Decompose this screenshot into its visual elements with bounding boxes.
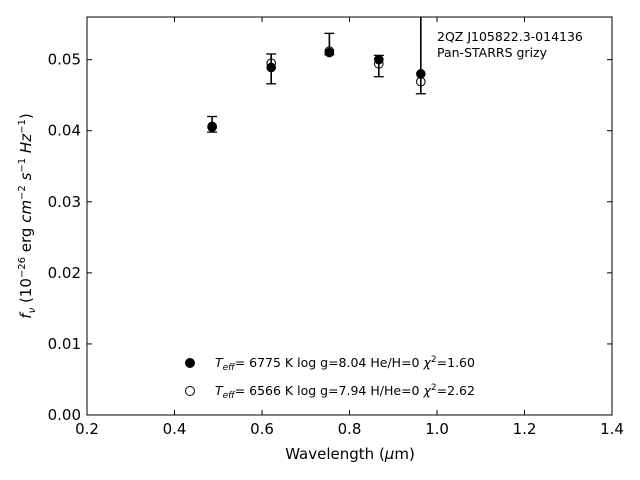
plot-background [87,17,612,415]
y-tick-label: 0.05 [48,51,81,69]
data-layer [207,17,426,133]
point-filled [416,69,426,79]
legend-label-filled: Teff= 6775 K log g=8.04 He/H=0 χ2=1.60 [215,355,475,373]
x-tick-label: 1.4 [600,420,624,438]
point-open [324,46,335,56]
legend-label-open: Teff= 6566 K log g=7.94 H/He=0 χ2=2.62 [215,383,475,401]
legend-marker-open [185,386,195,396]
x-axis-title: Wavelength (μm) [285,445,415,463]
x-tick-label: 1.0 [425,420,449,438]
annotation-survey-name: Pan-STARRS grizy [437,45,548,60]
x-tick-label: 0.2 [75,420,99,438]
y-tick-label: 0.03 [48,193,81,211]
plot-frame [86,16,613,416]
x-tick-label: 0.4 [163,420,187,438]
y-tick-label: 0.04 [48,122,81,140]
x-tick-label: 0.8 [338,420,362,438]
point-open [374,59,384,69]
y-tick-label: 0.00 [48,406,81,424]
y-tick-label: 0.02 [48,264,81,282]
tick-layer: 0.2 0.4 0.6 0.8 1.0 1.2 1.4 0.00 0.01 0.02 0.03 0.0… [48,17,624,438]
y-axis-title: fν (10−26 erg cm−2 s−1 Hz−1) [17,113,38,318]
point-open [266,58,276,68]
point-open [416,76,426,87]
annotation-object-name: 2QZ J105822.3-014136 [437,29,583,44]
x-tick-label: 0.6 [250,420,274,438]
legend-marker-filled [185,358,195,368]
legend: Teff= 6775 K log g=8.04 He/H=0 χ2=1.60 T… [185,355,475,401]
point-open [207,122,217,132]
y-tick-label: 0.01 [48,335,81,353]
x-tick-label: 1.2 [513,420,537,438]
